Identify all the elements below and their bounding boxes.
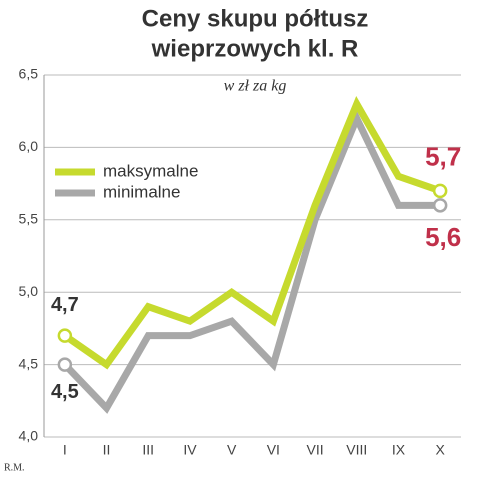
value-label: 5,7 [425,142,461,172]
series-line [62,96,442,370]
y-tick-label: 4,0 [19,428,39,444]
x-tick-label: IV [183,442,197,458]
chart-title: wieprzowych kl. R [151,35,359,62]
end-marker [432,198,448,213]
x-tick-label: V [227,442,237,458]
x-tick-label: III [142,442,154,458]
x-tick-label: VI [267,442,280,458]
legend-label: maksymalne [103,161,198,180]
x-tick-label: II [103,442,111,458]
series-line [62,109,441,414]
end-marker [57,357,73,372]
y-tick-label: 5,5 [19,211,39,227]
value-label: 4,5 [51,381,79,403]
source: R.M. [4,462,25,473]
value-label: 5,6 [425,222,461,252]
x-tick-label: X [435,442,445,458]
end-marker [57,328,73,343]
y-tick-label: 4,5 [19,355,39,371]
y-tick-label: 5,0 [19,283,39,299]
chart-subtitle: w zł za kg [224,78,287,95]
end-marker [432,183,448,199]
chart-title: Ceny skupu półtusz [142,5,369,32]
x-tick-label: VII [306,442,323,458]
y-tick-label: 6,0 [19,138,39,154]
legend-label: minimalne [103,182,180,201]
y-tick-label: 6,5 [19,66,39,82]
x-tick-label: VIII [346,442,367,458]
value-label: 4,7 [51,294,79,316]
x-tick-label: I [63,442,67,458]
x-tick-label: IX [392,442,406,458]
